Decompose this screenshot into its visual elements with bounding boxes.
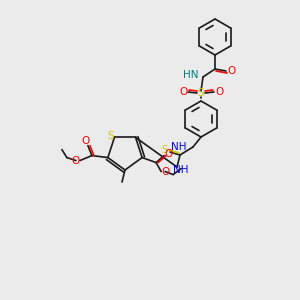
Text: NH: NH [173,165,189,175]
Text: O: O [82,136,90,146]
Text: S: S [162,145,168,155]
Text: O: O [72,156,80,166]
Text: S: S [107,131,114,141]
Text: O: O [215,87,223,97]
Text: O: O [164,148,172,159]
Text: HN: HN [182,70,198,80]
Text: O: O [161,167,169,177]
Text: O: O [227,66,235,76]
Text: NH: NH [170,142,186,152]
Text: O: O [179,87,187,97]
Text: S: S [198,88,204,98]
